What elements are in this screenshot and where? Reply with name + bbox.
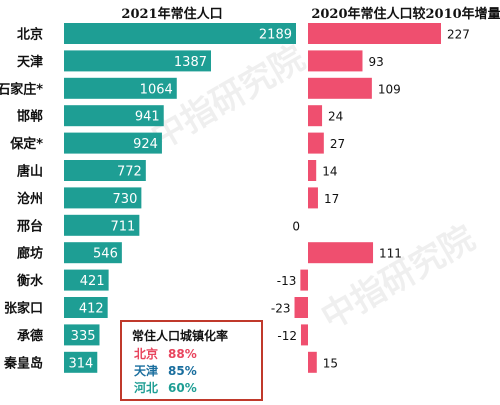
population-value-label: 772 bbox=[117, 165, 142, 180]
category-label: 衡水 bbox=[17, 273, 44, 289]
population-bar bbox=[64, 160, 146, 181]
population-bar bbox=[64, 187, 142, 209]
legend-row-value: 60% bbox=[168, 381, 197, 395]
watermark-text: 中指研究院 bbox=[315, 218, 482, 338]
increment-value-label: 227 bbox=[447, 28, 470, 42]
increment-value-label: 109 bbox=[378, 82, 401, 96]
category-label: 天津 bbox=[17, 54, 43, 70]
population-bar bbox=[64, 23, 296, 44]
legend-frame bbox=[120, 320, 263, 401]
category-label: 张家口 bbox=[4, 301, 43, 317]
legend-row-value: 85% bbox=[168, 364, 197, 378]
increment-bar bbox=[308, 351, 317, 373]
category-label: 沧州 bbox=[17, 191, 43, 207]
category-label: 廊坊 bbox=[17, 246, 43, 262]
increment-bar bbox=[308, 160, 317, 181]
population-value-label: 335 bbox=[71, 329, 96, 344]
population-value-label: 941 bbox=[135, 110, 160, 125]
category-label: 唐山 bbox=[17, 164, 43, 180]
category-label: 邯郸 bbox=[17, 109, 43, 125]
category-label: 保定* bbox=[9, 136, 43, 152]
population-value-label: 2189 bbox=[259, 28, 292, 43]
population-bar bbox=[64, 105, 164, 127]
left-bar-group: 北京 2189 天津 1387 石家庄* 1064 邯郸 941 保定* 924 唐山 772 沧州 73… bbox=[0, 23, 296, 373]
population-value-label: 546 bbox=[93, 247, 118, 262]
increment-bar bbox=[308, 105, 323, 127]
increment-bar bbox=[308, 187, 318, 209]
population-value-label: 711 bbox=[111, 219, 136, 234]
increment-value-label: 27 bbox=[330, 137, 345, 151]
increment-bar bbox=[308, 132, 324, 154]
population-bar bbox=[64, 324, 100, 346]
increment-value-label: -23 bbox=[271, 302, 291, 316]
category-label: 石家庄* bbox=[0, 81, 43, 97]
increment-bar bbox=[308, 50, 363, 72]
right-chart-title: 2020年常住人口较2010年增量 bbox=[311, 6, 500, 22]
increment-value-label: -13 bbox=[277, 274, 297, 288]
legend-row-label: 天津 bbox=[134, 363, 158, 378]
increment-value-label: -12 bbox=[277, 329, 297, 343]
increment-value-label: 0 bbox=[292, 219, 300, 233]
increment-bar bbox=[308, 77, 372, 99]
increment-value-label: 17 bbox=[324, 192, 339, 206]
population-value-label: 730 bbox=[113, 192, 138, 207]
population-value-label: 1064 bbox=[140, 82, 173, 97]
population-value-label: 412 bbox=[79, 302, 104, 317]
legend-row-label: 河北 bbox=[133, 380, 158, 395]
increment-bar bbox=[300, 324, 308, 346]
category-label: 北京 bbox=[17, 27, 43, 43]
increment-bar bbox=[308, 23, 441, 44]
right-bar-group: 227 93 109 24 27 14 17 0 111 -13 -23 -12 15 bbox=[271, 23, 470, 373]
population-value-label: 1387 bbox=[174, 55, 207, 70]
category-label: 承德 bbox=[17, 328, 43, 344]
legend-title: 常住人口城镇化率 bbox=[132, 328, 228, 343]
increment-value-label: 14 bbox=[322, 165, 337, 179]
population-bar bbox=[64, 297, 108, 318]
increment-value-label: 24 bbox=[328, 110, 343, 124]
increment-bar bbox=[300, 269, 308, 291]
increment-bar bbox=[294, 297, 308, 318]
increment-value-label: 15 bbox=[323, 356, 338, 370]
increment-bar bbox=[308, 242, 374, 264]
increment-value-label: 111 bbox=[379, 247, 402, 261]
legend-row-value: 88% bbox=[168, 347, 197, 361]
population-bar bbox=[64, 214, 140, 236]
legend-row-label: 北京 bbox=[134, 346, 158, 361]
urbanization-legend: 常住人口城镇化率 北京 88% 天津 85% 河北 60% bbox=[120, 320, 263, 401]
increment-value-label: 93 bbox=[368, 55, 383, 69]
population-bar bbox=[64, 132, 162, 154]
population-value-label: 924 bbox=[133, 137, 158, 152]
category-label: 邢台 bbox=[17, 218, 43, 234]
population-bar bbox=[64, 269, 109, 291]
population-bar bbox=[64, 77, 177, 99]
population-bar bbox=[64, 242, 122, 264]
population-value-label: 421 bbox=[80, 274, 105, 289]
category-label: 秦皇岛 bbox=[3, 355, 43, 371]
left-chart-title: 2021年常住人口 bbox=[121, 6, 222, 22]
population-bar bbox=[64, 351, 98, 373]
population-bar bbox=[64, 50, 212, 72]
legend-rows: 北京 88% 天津 85% 河北 60% bbox=[133, 346, 197, 395]
population-value-label: 314 bbox=[68, 356, 93, 371]
